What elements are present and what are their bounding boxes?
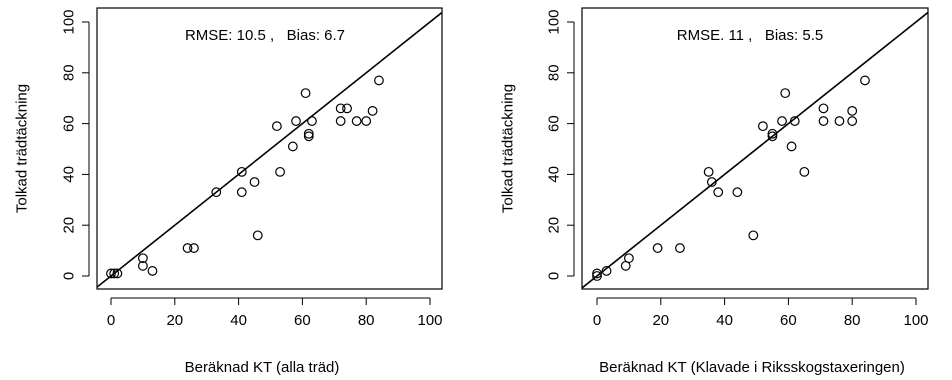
data-point <box>335 116 346 126</box>
data-point <box>786 141 797 152</box>
reference-line-1to1 <box>582 11 928 289</box>
data-point <box>767 128 778 139</box>
y-tick-label: 40 <box>61 166 78 183</box>
x-tick-label: 40 <box>716 312 733 329</box>
data-point <box>757 121 768 132</box>
data-point <box>287 141 298 152</box>
data-point <box>236 166 247 177</box>
data-point <box>335 103 346 114</box>
stats-annotation: RMSE. 11 , Bias: 5.5 <box>677 27 823 44</box>
data-point <box>834 116 845 126</box>
data-point <box>748 230 759 241</box>
data-point <box>236 187 247 198</box>
y-axis-label: Tolkad trädtäckning <box>500 84 517 213</box>
data-point <box>847 116 858 126</box>
data-point <box>592 271 602 281</box>
data-point <box>106 268 116 279</box>
data-point <box>147 266 158 276</box>
stats-annotation: RMSE: 10.5 , Bias: 6.7 <box>185 27 345 44</box>
y-tick-label: 100 <box>61 9 78 34</box>
data-point <box>732 187 743 198</box>
data-point <box>706 177 717 187</box>
data-point <box>847 105 858 116</box>
x-axis-label: Beräknad KT (alla träd) <box>185 359 340 376</box>
data-point <box>275 166 285 177</box>
data-point <box>601 266 612 276</box>
data-point <box>860 75 870 86</box>
data-point <box>374 75 384 86</box>
y-axis-label: Tolkad trädtäckning <box>14 84 31 213</box>
data-point <box>189 243 199 253</box>
x-tick-label: 80 <box>844 312 861 329</box>
data-point <box>182 243 193 253</box>
data-point <box>675 243 685 253</box>
y-tick-label: 100 <box>546 9 563 34</box>
data-point <box>799 166 810 177</box>
y-tick-label: 60 <box>61 115 78 132</box>
scatter-panel-right: 0 20 40 60 80 100 0 20 40 60 80 100 RMSE. 11 , Bias:… <box>500 7 929 376</box>
data-point <box>307 116 317 126</box>
data-point <box>303 128 314 139</box>
data-point <box>137 253 148 264</box>
x-tick-label: 100 <box>903 312 928 329</box>
y-tick-label: 20 <box>61 217 78 234</box>
data-point <box>818 116 829 126</box>
plot-frame <box>581 7 929 290</box>
x-tick-label: 20 <box>166 312 183 329</box>
data-point <box>252 230 263 241</box>
data-point <box>351 116 362 126</box>
y-tick-label: 80 <box>546 64 563 81</box>
data-point <box>109 268 120 279</box>
data-point <box>703 166 714 177</box>
data-point <box>780 88 791 99</box>
y-tick-label: 20 <box>546 217 563 234</box>
y-tick-label: 60 <box>546 115 563 132</box>
data-point <box>112 268 123 279</box>
data-point <box>367 105 378 116</box>
y-tick-label: 80 <box>61 64 78 81</box>
data-point <box>342 103 352 114</box>
data-point <box>361 116 372 126</box>
data-point <box>818 103 829 114</box>
plot-frame <box>96 7 443 290</box>
data-point <box>291 116 301 126</box>
x-tick-label: 60 <box>780 312 797 329</box>
data-point <box>624 253 634 264</box>
x-tick-label: 0 <box>107 312 115 329</box>
x-axis-label: Beräknad KT (Klavade i Riksskogstaxering… <box>599 359 905 376</box>
y-tick-label: 40 <box>546 166 563 183</box>
data-point <box>592 268 602 279</box>
data-point <box>271 121 282 132</box>
data-point <box>249 177 260 187</box>
data-point <box>789 116 800 126</box>
x-tick-label: 100 <box>417 312 442 329</box>
scatter-panel-left: 0 20 40 60 80 100 0 20 40 60 80 100 RMSE: 10.5 , Bia… <box>14 7 443 376</box>
reference-line-1to1 <box>97 11 442 289</box>
x-tick-label: 0 <box>593 312 601 329</box>
x-tick-label: 20 <box>652 312 669 329</box>
data-point <box>137 260 148 271</box>
y-tick-label: 0 <box>61 272 78 280</box>
x-tick-label: 40 <box>230 312 247 329</box>
data-point <box>713 187 724 198</box>
data-point <box>211 187 222 198</box>
y-tick-label: 0 <box>546 272 563 280</box>
data-point <box>303 131 314 142</box>
x-tick-label: 60 <box>294 312 311 329</box>
data-point <box>767 131 778 142</box>
x-tick-label: 80 <box>358 312 375 329</box>
data-point <box>652 243 663 253</box>
data-point <box>777 116 787 126</box>
data-point <box>300 88 311 99</box>
